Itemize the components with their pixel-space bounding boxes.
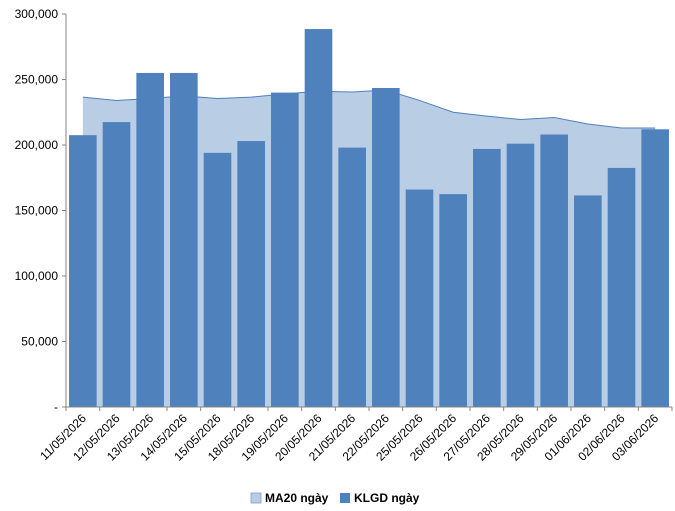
y-tick-label: 300,000 [15, 7, 59, 21]
legend-label-klgd: KLGD ngày [354, 491, 420, 505]
bar-klgd [506, 143, 535, 407]
bar-klgd [574, 195, 602, 407]
bar-klgd [271, 92, 299, 407]
y-tick-label: 250,000 [15, 73, 59, 87]
bar-klgd [439, 194, 467, 407]
bar-klgd [540, 134, 568, 407]
bar-klgd [473, 148, 501, 407]
bar-klgd [641, 129, 669, 407]
bar-klgd [405, 189, 434, 407]
bar-klgd [102, 122, 131, 407]
ma20-area [82, 89, 656, 407]
y-tick-label: - [54, 400, 58, 414]
bar-klgd [237, 141, 265, 407]
bar-klgd [170, 72, 198, 407]
y-tick-label: 100,000 [15, 269, 59, 283]
legend-swatch-ma20 [250, 492, 262, 504]
bar-klgd [338, 147, 366, 407]
y-tick-label: 50,000 [21, 335, 58, 349]
bar-klgd [304, 29, 333, 407]
legend-label-ma20: MA20 ngày [265, 491, 329, 505]
ma20-area-layer [82, 89, 656, 407]
bar-klgd [203, 152, 232, 407]
bar-klgd [69, 135, 97, 408]
bar-klgd [607, 167, 636, 407]
legend-swatch-klgd [340, 493, 350, 503]
y-tick-label: 200,000 [15, 138, 59, 152]
bar-layer [69, 29, 669, 408]
bar-klgd [136, 72, 164, 407]
bar-klgd [372, 88, 400, 407]
legend: MA20 ngày KLGD ngày [250, 491, 420, 505]
y-tick-label: 150,000 [15, 204, 59, 218]
